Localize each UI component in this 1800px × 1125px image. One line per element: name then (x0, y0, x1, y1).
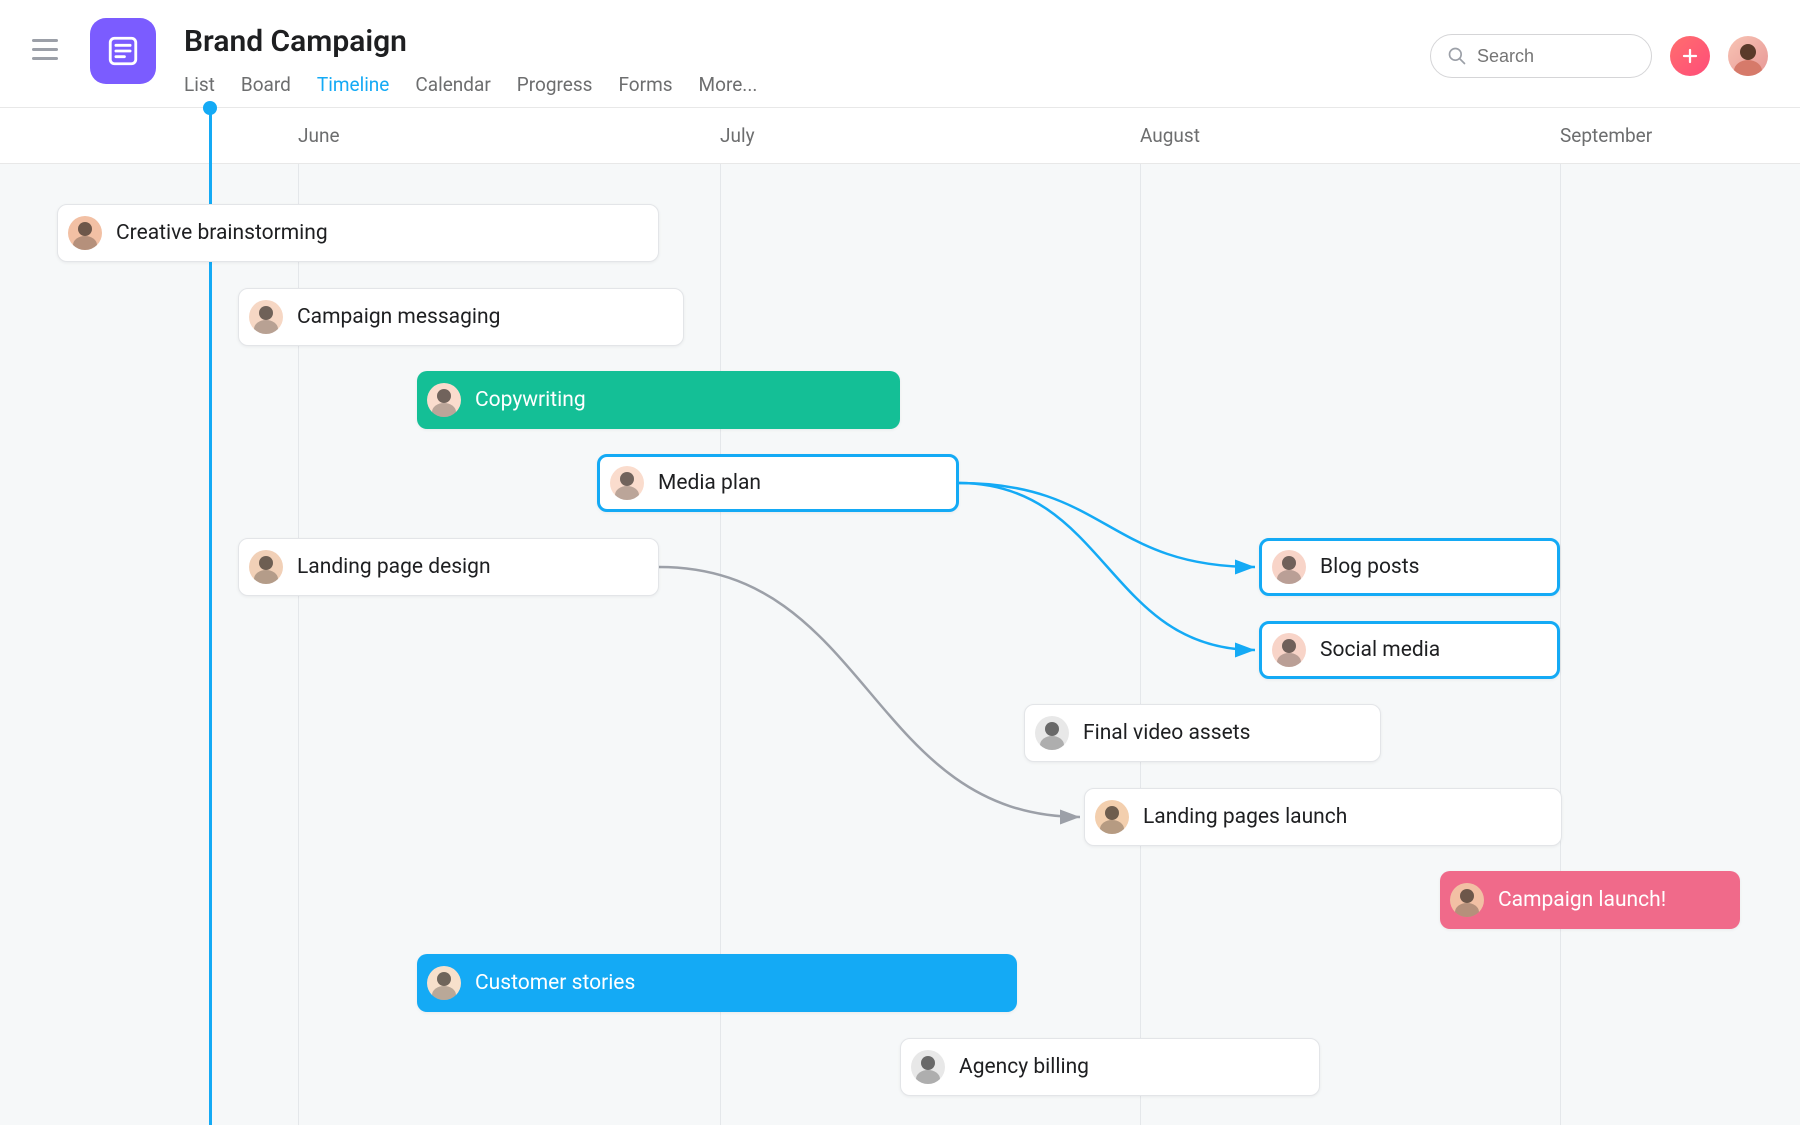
task-label: Media plan (658, 471, 761, 495)
task-label: Blog posts (1320, 555, 1419, 579)
task-stories[interactable]: Customer stories (417, 954, 1017, 1012)
project-logo[interactable] (90, 18, 156, 84)
search-icon (1447, 46, 1467, 66)
task-lplaunch[interactable]: Landing pages launch (1084, 788, 1562, 846)
task-label: Social media (1320, 638, 1440, 662)
task-billing[interactable]: Agency billing (900, 1038, 1320, 1096)
assignee-avatar (427, 383, 461, 417)
assignee-avatar (1035, 716, 1069, 750)
tab-calendar[interactable]: Calendar (415, 73, 490, 110)
task-label: Landing page design (297, 555, 491, 579)
dependency-line (959, 483, 1255, 650)
task-label: Campaign launch! (1498, 888, 1666, 912)
month-label: July (720, 124, 755, 147)
today-dot (203, 101, 217, 115)
user-avatar[interactable] (1728, 36, 1768, 76)
task-label: Creative brainstorming (116, 221, 328, 245)
assignee-avatar (249, 550, 283, 584)
menu-icon[interactable] (32, 32, 66, 66)
month-label: June (298, 124, 340, 147)
task-blog[interactable]: Blog posts (1259, 538, 1560, 596)
timeline-area: June July August September Creative brainst… (0, 108, 1800, 1125)
task-label: Final video assets (1083, 721, 1250, 745)
month-label: September (1560, 124, 1652, 147)
assignee-avatar (1450, 883, 1484, 917)
plus-icon (1681, 47, 1699, 65)
timeline-canvas[interactable]: Creative brainstorming Campaign messaging… (0, 164, 1800, 1125)
tab-more[interactable]: More... (699, 73, 758, 110)
assignee-avatar (249, 300, 283, 334)
task-label: Agency billing (959, 1055, 1089, 1079)
assignee-avatar (610, 466, 644, 500)
dependency-line (959, 483, 1255, 567)
task-messaging[interactable]: Campaign messaging (238, 288, 684, 346)
task-landing[interactable]: Landing page design (238, 538, 659, 596)
month-header: June July August September (0, 108, 1800, 164)
task-label: Copywriting (475, 388, 586, 412)
tab-timeline[interactable]: Timeline (317, 73, 390, 110)
app-header: Brand Campaign ListBoardTimelineCalendar… (0, 0, 1800, 108)
assignee-avatar (68, 216, 102, 250)
task-label: Campaign messaging (297, 305, 500, 329)
month-label: August (1140, 124, 1200, 147)
title-block: Brand Campaign ListBoardTimelineCalendar… (184, 18, 757, 110)
tab-progress[interactable]: Progress (517, 73, 593, 110)
view-tabs: ListBoardTimelineCalendarProgressFormsMo… (184, 73, 757, 110)
search-input[interactable] (1477, 46, 1635, 67)
tab-forms[interactable]: Forms (618, 73, 672, 110)
assignee-avatar (1272, 550, 1306, 584)
task-social[interactable]: Social media (1259, 621, 1560, 679)
assignee-avatar (427, 966, 461, 1000)
task-videoassets[interactable]: Final video assets (1024, 704, 1381, 762)
task-copywrite[interactable]: Copywriting (417, 371, 900, 429)
task-label: Landing pages launch (1143, 805, 1347, 829)
list-icon (106, 34, 140, 68)
assignee-avatar (1095, 800, 1129, 834)
assignee-avatar (1272, 633, 1306, 667)
dependency-line (659, 567, 1080, 817)
task-mediaplan[interactable]: Media plan (597, 454, 959, 512)
header-right (1430, 34, 1768, 78)
task-launch[interactable]: Campaign launch! (1440, 871, 1740, 929)
tab-board[interactable]: Board (241, 73, 291, 110)
add-button[interactable] (1670, 36, 1710, 76)
assignee-avatar (911, 1050, 945, 1084)
task-label: Customer stories (475, 971, 635, 995)
task-creative[interactable]: Creative brainstorming (57, 204, 659, 262)
search-box[interactable] (1430, 34, 1652, 78)
page-title: Brand Campaign (184, 24, 757, 59)
